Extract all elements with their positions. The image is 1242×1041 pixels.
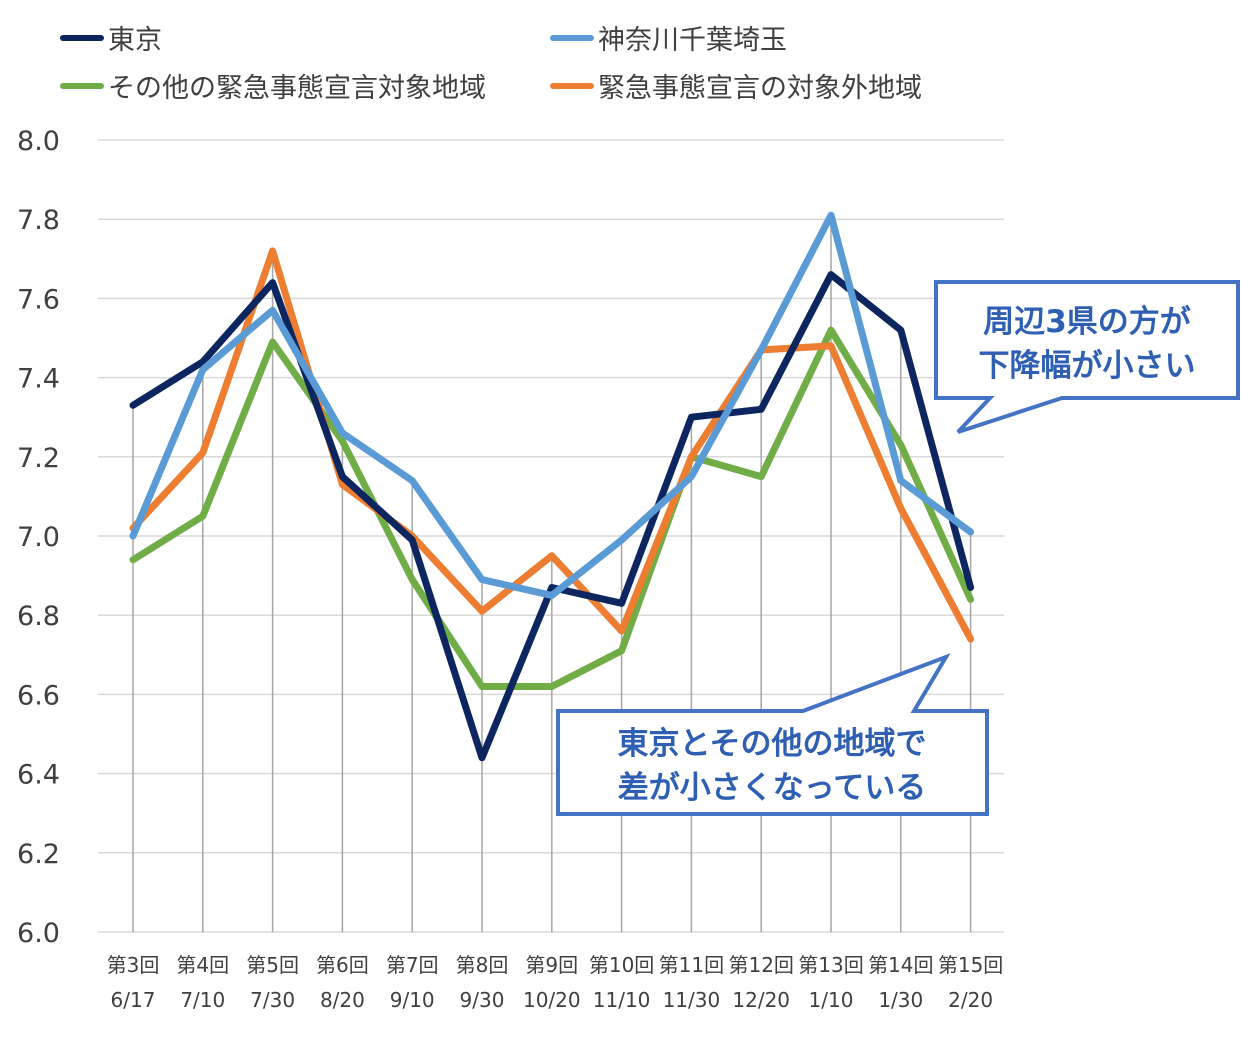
legend-item-tokyo: 東京 [60, 18, 162, 57]
x-tick-label-round: 第4回 [176, 953, 229, 977]
x-tick-label-date: 11/30 [663, 988, 721, 1012]
x-tick-label-date: 12/20 [732, 988, 790, 1012]
y-tick-label: 6.8 [17, 601, 60, 632]
x-axis: 第3回 6/17 第4回 7/10 第5回 7/30 第6回 8/20 第7回 9/10 第8回 9/… [107, 953, 1004, 1012]
x-tick-label-round: 第3回 [107, 953, 160, 977]
y-tick-label: 7.8 [17, 205, 60, 236]
x-tick-label-round: 第12回 [728, 953, 793, 977]
x-tick-label-round: 第13回 [798, 953, 863, 977]
x-tick-label-round: 第14回 [868, 953, 933, 977]
series-line-3 [129, 247, 975, 643]
callout-2-line-1: 東京とその他の地域で [617, 726, 926, 762]
x-tick-label-date: 7/10 [180, 988, 225, 1012]
legend-label-other-emergency-areas: その他の緊急事態宣言対象地域 [108, 73, 486, 104]
y-tick-label: 7.2 [17, 443, 60, 474]
y-tick-label: 6.6 [17, 680, 60, 711]
legend-label-tokyo: 東京 [108, 25, 162, 56]
callout-2-line-2: 差が小さくなっている [618, 770, 926, 806]
series-line-0 [129, 271, 975, 762]
x-tick-label-round: 第11回 [659, 953, 724, 977]
y-tick-label: 8.0 [17, 126, 60, 157]
x-tick-label-date: 9/10 [390, 988, 435, 1012]
x-tick-label-round: 第7回 [386, 953, 439, 977]
y-tick-label: 6.0 [17, 918, 60, 949]
callout-1-line-1: 周辺3県の方が [983, 304, 1191, 340]
legend-swatch-non-emergency-areas [550, 82, 594, 89]
y-tick-label: 6.2 [17, 839, 60, 870]
legend-item-other-emergency-areas: その他の緊急事態宣言対象地域 [60, 66, 486, 105]
legend-item-non-emergency-areas: 緊急事態宣言の対象外地域 [550, 66, 922, 105]
y-tick-label: 7.4 [17, 364, 60, 395]
x-tick-label-round: 第5回 [246, 953, 299, 977]
y-tick-label: 6.4 [17, 760, 60, 791]
x-tick-label-date: 10/20 [523, 988, 581, 1012]
x-tick-label-round: 第10回 [589, 953, 654, 977]
series-line-2 [129, 326, 975, 690]
x-tick-label-date: 8/20 [320, 988, 365, 1012]
series-lines [129, 211, 975, 762]
x-tick-label-date: 1/30 [878, 988, 923, 1012]
x-tick-label-date: 11/10 [593, 988, 651, 1012]
legend-item-kanagawa-chiba-saitama: 神奈川千葉埼玉 [550, 18, 787, 57]
callout-2-box [556, 653, 989, 816]
y-axis: 6.0 6.2 6.4 6.6 6.8 7.0 7.2 7.4 7.6 7.8 8.0 [17, 126, 60, 949]
x-tick-label-date: 1/10 [809, 988, 854, 1012]
callout-1-box [934, 280, 1240, 434]
x-tick-label-round: 第9回 [525, 953, 578, 977]
x-tick-label-date: 2/20 [948, 988, 993, 1012]
y-tick-label: 7.6 [17, 284, 60, 315]
x-tick-label-round: 第8回 [456, 953, 509, 977]
x-tick-label-round: 第6回 [316, 953, 369, 977]
callout-tokyo-others: 東京とその他の地域で 差が小さくなっている [556, 653, 989, 816]
callout-1-line-2: 下降幅が小さい [979, 348, 1196, 384]
legend-swatch-other-emergency-areas [60, 82, 104, 89]
callout-surrounding-prefectures: 周辺3県の方が 下降幅が小さい [934, 280, 1240, 434]
x-tick-label-date: 7/30 [250, 988, 295, 1012]
x-tick-label-date: 6/17 [111, 988, 156, 1012]
legend-swatch-tokyo [60, 34, 104, 41]
legend-label-kanagawa-chiba-saitama: 神奈川千葉埼玉 [598, 25, 787, 56]
x-tick-label-round: 第15回 [938, 953, 1003, 977]
y-tick-label: 7.0 [17, 522, 60, 553]
legend-label-non-emergency-areas: 緊急事態宣言の対象外地域 [598, 73, 922, 104]
series-line-1 [129, 211, 975, 599]
x-tick-label-date: 9/30 [460, 988, 505, 1012]
legend-swatch-kanagawa-chiba-saitama [550, 34, 594, 41]
